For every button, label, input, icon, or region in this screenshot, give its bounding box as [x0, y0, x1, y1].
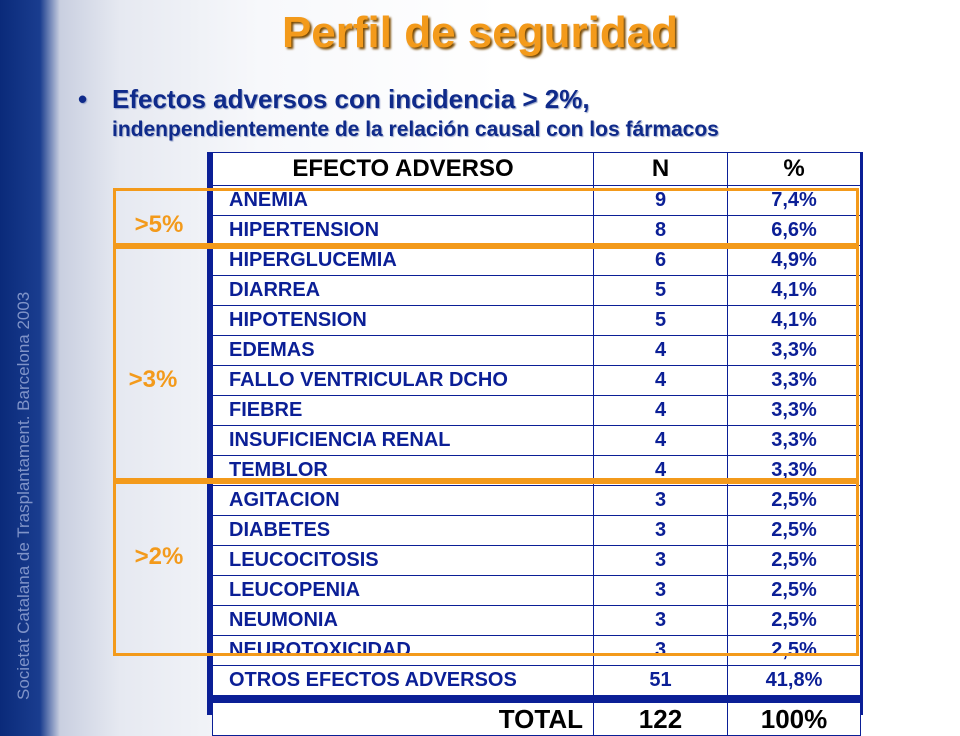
n-cell: 51: [593, 665, 728, 696]
n-cell: 3: [593, 515, 728, 546]
group-bracket-gt3: [113, 246, 859, 481]
pct-cell: 2,5%: [727, 575, 861, 606]
n-cell: 5: [593, 275, 728, 306]
n-cell: 5: [593, 305, 728, 336]
page-title: Perfil de seguridad: [281, 8, 679, 57]
pct-cell: 4,9%: [727, 245, 861, 276]
effect-cell: EDEMAS: [212, 335, 594, 366]
pct-cell: 2,5%: [727, 605, 861, 636]
group-label-gt5: >5%: [134, 211, 184, 238]
n-cell: 6: [593, 245, 728, 276]
total-n-cell: 122: [593, 702, 728, 736]
group-label-gt3: >3%: [128, 366, 178, 393]
effect-cell: HIPERGLUCEMIA: [212, 245, 594, 276]
pct-cell: 4,1%: [727, 305, 861, 336]
n-cell: 3: [593, 635, 728, 666]
table-row: LEUCOCITOSIS 3 2,5%: [212, 545, 861, 576]
table-spacer-row: [212, 695, 861, 703]
n-cell: 4: [593, 365, 728, 396]
table-row: LEUCOPENIA 3 2,5%: [212, 575, 861, 606]
table-row: HIPERTENSION 8 6,6%: [212, 215, 861, 246]
effect-cell: DIABETES: [212, 515, 594, 546]
total-pct-cell: 100%: [727, 702, 861, 736]
table-row: NEUMONIA 3 2,5%: [212, 605, 861, 636]
group-bracket-gt2: [113, 481, 859, 656]
effect-cell: AGITACION: [212, 485, 594, 516]
table-row: NEUROTOXICIDAD 3 2,5%: [212, 635, 861, 666]
table-row: FIEBRE 4 3,3%: [212, 395, 861, 426]
pct-cell: 2,5%: [727, 545, 861, 576]
table-row: EDEMAS 4 3,3%: [212, 335, 861, 366]
table-row: DIARREA 5 4,1%: [212, 275, 861, 306]
header-effect: EFECTO ADVERSO: [212, 152, 594, 186]
pct-cell: 3,3%: [727, 395, 861, 426]
effect-cell: NEUMONIA: [212, 605, 594, 636]
table-header-row: EFECTO ADVERSO N %: [212, 152, 861, 186]
n-cell: 3: [593, 545, 728, 576]
table-row: AGITACION 3 2,5%: [212, 485, 861, 516]
pct-cell: 2,5%: [727, 485, 861, 516]
effect-cell: FALLO VENTRICULAR DCHO: [212, 365, 594, 396]
table-row: INSUFICIENCIA RENAL 4 3,3%: [212, 425, 861, 456]
effect-cell: OTROS EFECTOS ADVERSOS: [212, 665, 594, 696]
total-label-cell: TOTAL: [212, 702, 594, 736]
table-row: OTROS EFECTOS ADVERSOS 51 41,8%: [212, 665, 861, 696]
effect-cell: INSUFICIENCIA RENAL: [212, 425, 594, 456]
group-bracket-gt5: [113, 188, 859, 246]
effect-cell: LEUCOCITOSIS: [212, 545, 594, 576]
pct-cell: 3,3%: [727, 365, 861, 396]
n-cell: 8: [593, 215, 728, 246]
sidebar-watermark-text: Societat Catalana de Trasplantament. Bar…: [14, 291, 33, 700]
group-label-gt2: >2%: [134, 543, 184, 570]
table-row: HIPERGLUCEMIA 6 4,9%: [212, 245, 861, 276]
header-n: N: [593, 152, 728, 186]
effect-cell: HIPOTENSION: [212, 305, 594, 336]
pct-cell: 3,3%: [727, 335, 861, 366]
bullet-main-text: Efectos adversos con incidencia > 2%,: [112, 84, 590, 114]
n-cell: 3: [593, 485, 728, 516]
n-cell: 3: [593, 605, 728, 636]
pct-cell: 41,8%: [727, 665, 861, 696]
effect-cell: FIEBRE: [212, 395, 594, 426]
effect-cell: LEUCOPENIA: [212, 575, 594, 606]
bullet-sub-text: indenpendientemente de la relación causa…: [112, 118, 719, 141]
pct-cell: 6,6%: [727, 215, 861, 246]
table-row: HIPOTENSION 5 4,1%: [212, 305, 861, 336]
n-cell: 4: [593, 425, 728, 456]
n-cell: 3: [593, 575, 728, 606]
effect-cell: DIARREA: [212, 275, 594, 306]
header-pct: %: [727, 152, 861, 186]
pct-cell: 4,1%: [727, 275, 861, 306]
table-total-row: TOTAL 122 100%: [212, 702, 861, 736]
bullet-icon: •: [78, 84, 88, 114]
table-row: FALLO VENTRICULAR DCHO 4 3,3%: [212, 365, 861, 396]
